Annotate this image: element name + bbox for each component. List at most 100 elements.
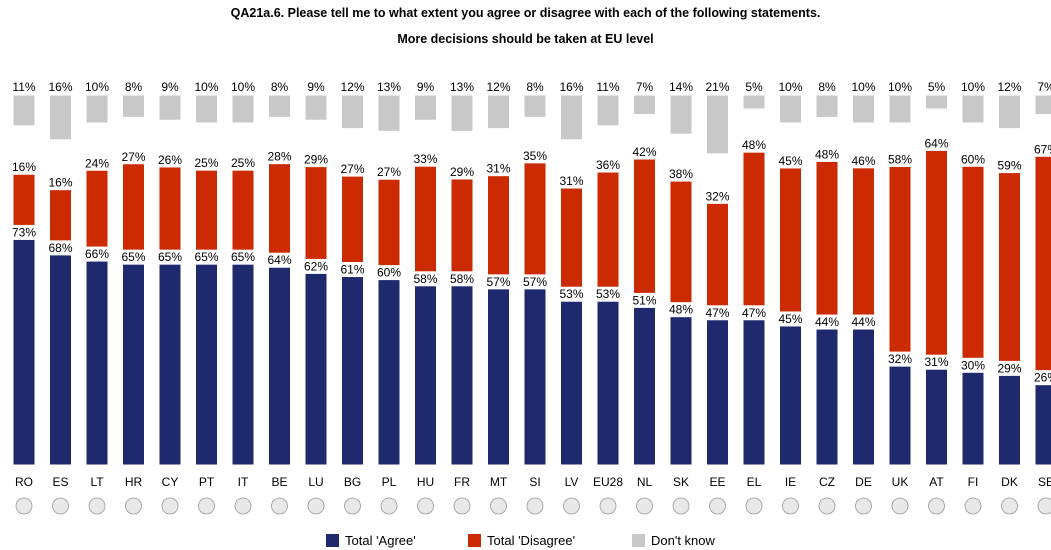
category-label: MT xyxy=(490,475,508,489)
value-label-dont-know: 16% xyxy=(559,80,583,94)
category-label: FR xyxy=(454,475,470,489)
category-label: SE xyxy=(1038,475,1051,489)
value-label-disagree: 27% xyxy=(340,162,364,176)
france-flag-icon xyxy=(453,497,471,515)
category-label: RO xyxy=(15,475,33,489)
value-label-agree: 48% xyxy=(669,303,693,317)
value-label-agree: 58% xyxy=(450,272,474,286)
bar-disagree xyxy=(596,171,620,288)
value-label-agree: 47% xyxy=(742,306,766,320)
category-label: EE xyxy=(709,475,725,489)
bar-disagree xyxy=(779,167,802,313)
value-label-disagree: 58% xyxy=(888,153,912,167)
value-label-dont-know: 12% xyxy=(486,80,510,94)
chart-title: QA21a.6. Please tell me to what extent y… xyxy=(230,6,821,20)
chart-subtitle: More decisions should be taken at EU lev… xyxy=(397,32,654,46)
value-label-agree: 44% xyxy=(851,315,875,329)
bar-disagree xyxy=(487,175,510,276)
value-label-dont-know: 10% xyxy=(778,80,802,94)
value-label-agree: 53% xyxy=(596,287,620,301)
bar-disagree xyxy=(706,202,729,307)
value-label-disagree: 31% xyxy=(486,162,510,176)
lithuania-flag-icon xyxy=(88,497,106,515)
germany-flag-icon xyxy=(855,497,872,515)
slovenia-flag-icon xyxy=(526,497,544,515)
bar-agree xyxy=(560,300,583,466)
ireland-flag-icon xyxy=(782,497,799,515)
bar-disagree xyxy=(633,158,656,294)
bar-dont-know xyxy=(450,94,474,132)
value-label-dont-know: 10% xyxy=(851,80,875,94)
category-label: NL xyxy=(637,475,653,489)
bar-dont-know xyxy=(706,94,729,155)
bar-disagree xyxy=(158,166,182,251)
category-label: BG xyxy=(344,475,361,489)
bar-agree xyxy=(633,306,656,466)
bar-agree xyxy=(341,276,364,466)
value-label-dont-know: 10% xyxy=(888,80,912,94)
bar-disagree xyxy=(12,173,36,226)
portugal-flag-icon xyxy=(198,497,215,515)
category-label: PL xyxy=(382,475,397,489)
bar-agree xyxy=(852,328,875,466)
cyprus-flag-icon xyxy=(161,497,179,515)
bar-disagree xyxy=(49,189,72,242)
bar-dont-know xyxy=(815,94,839,118)
value-label-disagree: 60% xyxy=(961,152,985,166)
category-label: DK xyxy=(1001,475,1018,489)
legend-label-agree: Total 'Agree' xyxy=(345,532,416,548)
value-label-disagree: 28% xyxy=(267,150,291,164)
italy-flag-icon xyxy=(234,497,252,515)
bar-disagree xyxy=(998,172,1021,362)
value-label-disagree: 31% xyxy=(559,174,583,188)
value-label-dont-know: 13% xyxy=(450,80,474,94)
bar-dont-know xyxy=(341,94,364,130)
value-label-disagree: 26% xyxy=(158,153,182,167)
romania-flag-icon xyxy=(15,497,33,515)
bar-agree xyxy=(742,319,766,466)
value-label-disagree: 29% xyxy=(304,153,328,167)
bar-agree xyxy=(122,263,145,466)
bar-disagree xyxy=(961,165,985,359)
bar-disagree xyxy=(560,187,583,288)
category-label: BE xyxy=(271,475,287,489)
value-label-dont-know: 11% xyxy=(12,80,35,94)
bar-agree xyxy=(49,254,72,466)
bar-disagree xyxy=(523,162,547,276)
value-label-agree: 51% xyxy=(632,293,656,307)
malta-flag-icon xyxy=(490,497,507,515)
value-label-agree: 32% xyxy=(888,352,912,366)
value-label-disagree: 27% xyxy=(121,150,145,164)
bar-agree xyxy=(231,263,255,466)
category-label: ES xyxy=(52,475,68,489)
finland-flag-icon xyxy=(964,497,982,515)
stacked-bar-chart: 73% 16% 11% RO 68% 16% 16% ES 66% 24% 10% LT 65% 27% 8… xyxy=(12,80,1051,515)
bar-dont-know xyxy=(961,94,985,124)
value-label-agree: 64% xyxy=(267,253,291,267)
value-label-disagree: 42% xyxy=(632,145,656,159)
spain-flag-icon xyxy=(52,497,69,515)
bar-disagree xyxy=(888,166,912,353)
bulgaria-flag-icon xyxy=(344,497,361,515)
value-label-dont-know: 7% xyxy=(1037,80,1051,94)
value-label-agree: 73% xyxy=(12,225,36,239)
bar-agree xyxy=(596,300,620,466)
bar-dont-know xyxy=(852,94,875,124)
category-label: AT xyxy=(929,475,944,489)
bar-agree xyxy=(450,285,474,466)
bar-agree xyxy=(998,374,1021,466)
czechia-flag-icon xyxy=(818,497,836,515)
bar-agree xyxy=(195,263,218,466)
value-label-dont-know: 9% xyxy=(161,80,179,94)
value-label-agree: 65% xyxy=(194,250,218,264)
value-label-dont-know: 14% xyxy=(669,80,693,94)
value-label-dont-know: 7% xyxy=(636,80,654,94)
value-label-disagree: 32% xyxy=(705,189,729,203)
bar-dont-know xyxy=(560,94,583,141)
value-label-disagree: 38% xyxy=(669,167,693,181)
bar-disagree xyxy=(268,163,291,254)
bar-disagree xyxy=(852,167,875,316)
value-label-dont-know: 5% xyxy=(928,80,946,94)
eu-flag-icon xyxy=(599,497,617,515)
bar-disagree xyxy=(815,160,839,316)
